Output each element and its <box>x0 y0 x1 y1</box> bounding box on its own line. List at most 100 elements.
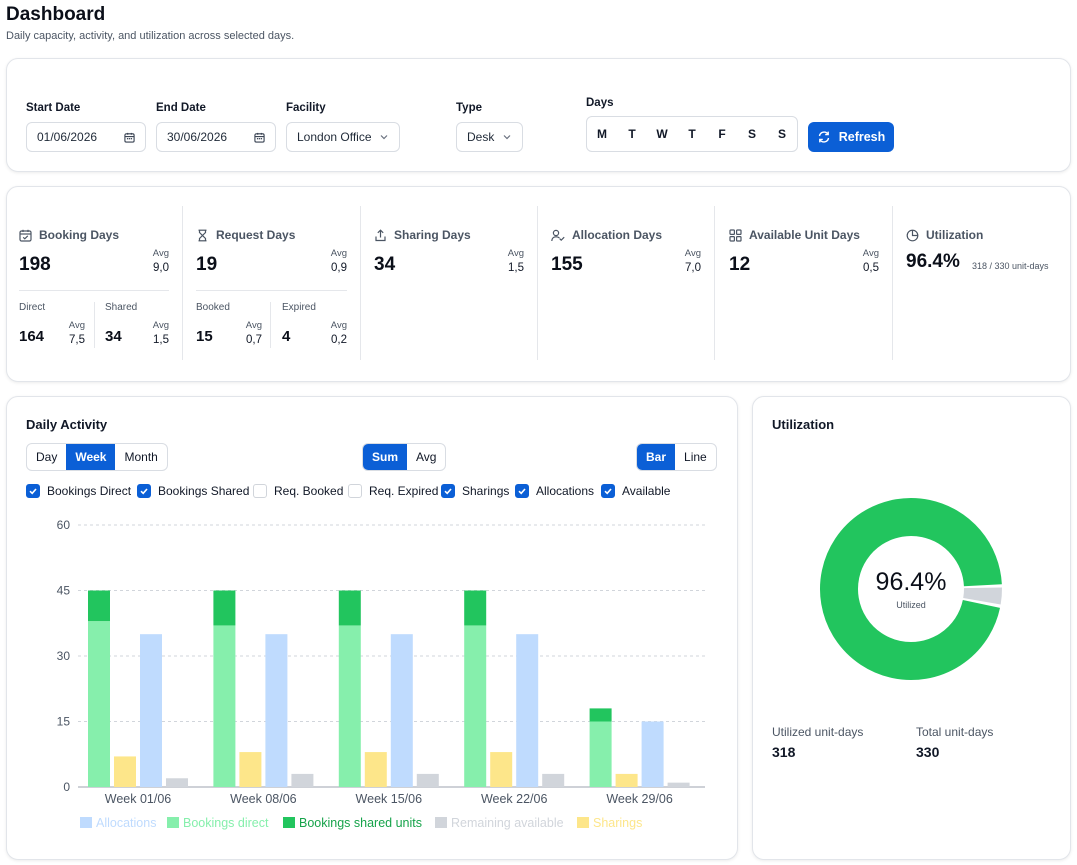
start-date-label: Start Date <box>26 102 81 114</box>
type-label: Type <box>456 102 482 114</box>
tab-line[interactable]: Line <box>684 450 707 464</box>
aggregate-tabs: Sum Avg <box>362 443 447 471</box>
stat-booked-value: 15 <box>196 328 213 345</box>
stat-booking-value: 198 <box>19 254 51 275</box>
toggle-label: Allocations <box>536 484 595 498</box>
days-toggle-group: M T W T F S S <box>586 116 798 152</box>
checkbox[interactable] <box>348 484 362 498</box>
divider <box>19 290 169 291</box>
stat-avg-label: Avg <box>330 248 347 259</box>
utilized-value: 318 <box>772 744 796 760</box>
toggle-sharings[interactable]: Sharings <box>441 484 509 498</box>
checkbox[interactable] <box>253 484 267 498</box>
bar-bookings-shared <box>213 590 236 626</box>
daily-activity-chart: 0 15 30 45 60 Week 01/06 Week 08/06 Week 15/06 W… <box>57 518 705 830</box>
calendar-icon[interactable] <box>254 132 265 143</box>
hourglass-icon <box>196 229 209 242</box>
tab-sum[interactable]: Sum <box>363 444 408 470</box>
stats-card <box>6 186 1071 382</box>
stat-request-title: Request Days <box>216 228 296 242</box>
stat-available-head: Available Unit Days <box>729 228 860 242</box>
tab-week[interactable]: Week <box>66 444 116 470</box>
stat-direct-label: Direct <box>19 302 46 313</box>
grid-icon <box>729 228 742 242</box>
toggle-allocations[interactable]: Allocations <box>515 484 594 498</box>
stat-avg-label: Avg <box>152 248 169 259</box>
stat-booking-avg: 9,0 <box>153 262 169 274</box>
bar-bookings-shared <box>338 590 361 626</box>
stat-shared-label: Shared <box>105 302 138 313</box>
stat-direct-value: 164 <box>19 328 45 345</box>
bar-remaining-available <box>542 773 565 787</box>
toggle-bookings-shared[interactable]: Bookings Shared <box>137 484 249 498</box>
checkbox[interactable] <box>137 484 151 498</box>
bar-sharings <box>364 752 387 787</box>
start-date-input[interactable]: 01/06/2026 <box>26 122 146 152</box>
facility-label: Facility <box>286 102 326 114</box>
stat-utilization-value: 96.4% <box>906 251 960 272</box>
stat-booked-avg: 0,7 <box>246 334 262 346</box>
stat-avg-label: Avg <box>684 248 701 259</box>
period-tabs: Day Week Month <box>26 443 168 471</box>
stat-request-days: Request Days 19 Avg 0,9 Booked 15 Avg 0,… <box>196 206 347 360</box>
stat-sharing-title: Sharing Days <box>394 228 471 242</box>
checkbox[interactable] <box>441 484 455 498</box>
legend-label: Sharings <box>593 816 642 830</box>
stat-request-avg: 0,9 <box>331 262 347 274</box>
type-value: Desk <box>467 130 495 144</box>
checkbox[interactable] <box>515 484 529 498</box>
bar-bookings-direct <box>464 625 487 787</box>
share-icon <box>374 228 387 242</box>
filter-card <box>6 58 1071 172</box>
toggle-label: Available <box>622 484 671 498</box>
toggle-req-expired[interactable]: Req. Expired <box>348 484 438 498</box>
day-toggle-fri[interactable]: F <box>718 127 726 141</box>
calendar-icon[interactable] <box>124 132 135 143</box>
toggle-bookings-direct[interactable]: Bookings Direct <box>26 484 131 498</box>
utilization-title: Utilization <box>772 417 835 432</box>
legend-label: Remaining available <box>451 816 564 830</box>
day-toggle-tue[interactable]: T <box>628 127 636 141</box>
type-select[interactable]: Desk <box>456 122 523 152</box>
stat-direct-avg: 7,5 <box>69 334 85 346</box>
tab-month[interactable]: Month <box>124 450 158 464</box>
day-toggle-mon[interactable]: M <box>597 127 607 141</box>
checkbox[interactable] <box>601 484 615 498</box>
facility-value: London Office <box>297 130 372 144</box>
stat-allocation-avg: 7,0 <box>685 262 701 274</box>
calendar-check-icon <box>19 229 32 242</box>
bar-allocations <box>140 634 162 787</box>
bar-remaining-available <box>291 773 314 787</box>
facility-select[interactable]: London Office <box>286 122 400 152</box>
stat-allocation-value: 155 <box>551 254 583 275</box>
bar-bookings-direct <box>338 625 361 787</box>
day-toggle-sun[interactable]: S <box>777 127 786 141</box>
donut-center-label: Utilized <box>896 600 926 610</box>
y-tick-label: 15 <box>57 715 71 729</box>
bar-bookings-direct <box>589 721 612 787</box>
day-toggle-wed[interactable]: W <box>656 127 668 141</box>
tab-day[interactable]: Day <box>36 450 58 464</box>
toggle-label: Bookings Shared <box>158 484 250 498</box>
end-date-value: 30/06/2026 <box>167 130 228 144</box>
legend-swatch <box>283 817 295 828</box>
page-subtitle: Daily capacity, activity, and utilizatio… <box>6 30 295 42</box>
toggle-req-booked[interactable]: Req. Booked <box>253 484 343 498</box>
tab-bar[interactable]: Bar <box>637 444 676 470</box>
legend-label: Bookings shared units <box>299 816 422 830</box>
chart-type-tabs: Bar Line <box>636 443 717 471</box>
tab-avg[interactable]: Avg <box>416 450 437 464</box>
day-toggle-thu[interactable]: T <box>688 127 696 141</box>
stat-avg-label: Avg <box>152 320 169 331</box>
bar-bookings-shared <box>88 590 110 622</box>
stat-expired-avg: 0,2 <box>331 334 347 346</box>
stat-allocation-days: Allocation Days 155 Avg 7,0 <box>551 206 701 360</box>
checkbox[interactable] <box>26 484 40 498</box>
bar-allocations <box>516 634 539 787</box>
end-date-input[interactable]: 30/06/2026 <box>156 122 276 152</box>
total-value: 330 <box>916 744 940 760</box>
refresh-button[interactable]: Refresh <box>808 122 894 152</box>
stat-sharing-avg: 1,5 <box>508 262 524 274</box>
toggle-available[interactable]: Available <box>601 484 670 498</box>
day-toggle-sat[interactable]: S <box>747 127 756 141</box>
